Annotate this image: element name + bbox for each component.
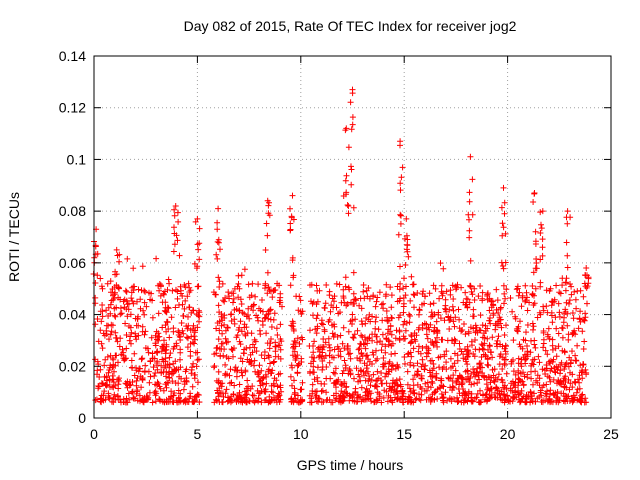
y-tick-label: 0.06: [59, 255, 86, 271]
grid-lines: [94, 56, 611, 418]
y-tick-label: 0.08: [59, 203, 86, 219]
data-points: [90, 86, 592, 406]
tick-labels: 0 0.02 0.04 0.06 0.08 0.1 0.12 0.14 0 5 10 15 20 25: [59, 48, 619, 442]
roti-points: [90, 86, 592, 406]
axis-ticks: [93, 55, 612, 419]
x-tick-label: 25: [603, 426, 619, 442]
x-tick-label: 15: [396, 426, 412, 442]
y-axis-label: ROTI / TECUs: [6, 192, 22, 282]
x-tick-label: 20: [500, 426, 516, 442]
y-tick-label: 0.1: [67, 151, 87, 167]
y-tick-label: 0.02: [59, 358, 86, 374]
x-tick-label: 10: [293, 426, 309, 442]
y-tick-label: 0.14: [59, 48, 86, 64]
x-axis-label: GPS time / hours: [297, 457, 404, 473]
plot-frame: [93, 55, 612, 419]
y-tick-label: 0.04: [59, 307, 86, 323]
y-tick-label: 0: [78, 410, 86, 426]
x-tick-label: 0: [90, 426, 98, 442]
y-tick-label: 0.12: [59, 100, 86, 116]
chart-title: Day 082 of 2015, Rate Of TEC Index for r…: [184, 18, 517, 34]
x-tick-label: 5: [194, 426, 202, 442]
